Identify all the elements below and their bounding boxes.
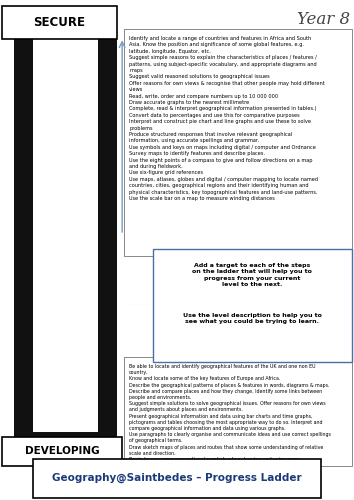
Bar	[33, 308, 98, 340]
Bar	[14, 28, 117, 38]
FancyBboxPatch shape	[124, 356, 352, 467]
FancyBboxPatch shape	[2, 6, 117, 39]
FancyBboxPatch shape	[124, 28, 352, 256]
Bar	[33, 70, 98, 103]
Text: Year 8: Year 8	[297, 12, 350, 28]
Text: Identify and locate a range of countries and features in Africa and South
Asia. : Identify and locate a range of countries…	[129, 36, 325, 201]
Bar	[33, 130, 98, 162]
Bar	[33, 367, 98, 400]
FancyBboxPatch shape	[33, 458, 321, 498]
Bar	[98, 28, 117, 442]
Bar	[14, 28, 33, 442]
FancyBboxPatch shape	[153, 248, 352, 362]
Text: Use the level description to help you to
see what you could be trying to learn.: Use the level description to help you to…	[183, 312, 322, 324]
Text: Be able to locate and identify geographical features of the UK and one non EU
co: Be able to locate and identify geographi…	[129, 364, 331, 493]
Bar	[33, 189, 98, 222]
FancyBboxPatch shape	[2, 436, 122, 466]
Text: Geography@Saintbedes – Progress Ladder: Geography@Saintbedes – Progress Ladder	[52, 473, 302, 483]
Bar	[33, 248, 98, 281]
Text: DEVELOPING: DEVELOPING	[25, 446, 99, 456]
Bar	[14, 432, 117, 442]
Text: SECURE: SECURE	[33, 16, 85, 29]
Text: Add a target to each of the steps
on the ladder that will help you to
progress f: Add a target to each of the steps on the…	[192, 262, 312, 287]
